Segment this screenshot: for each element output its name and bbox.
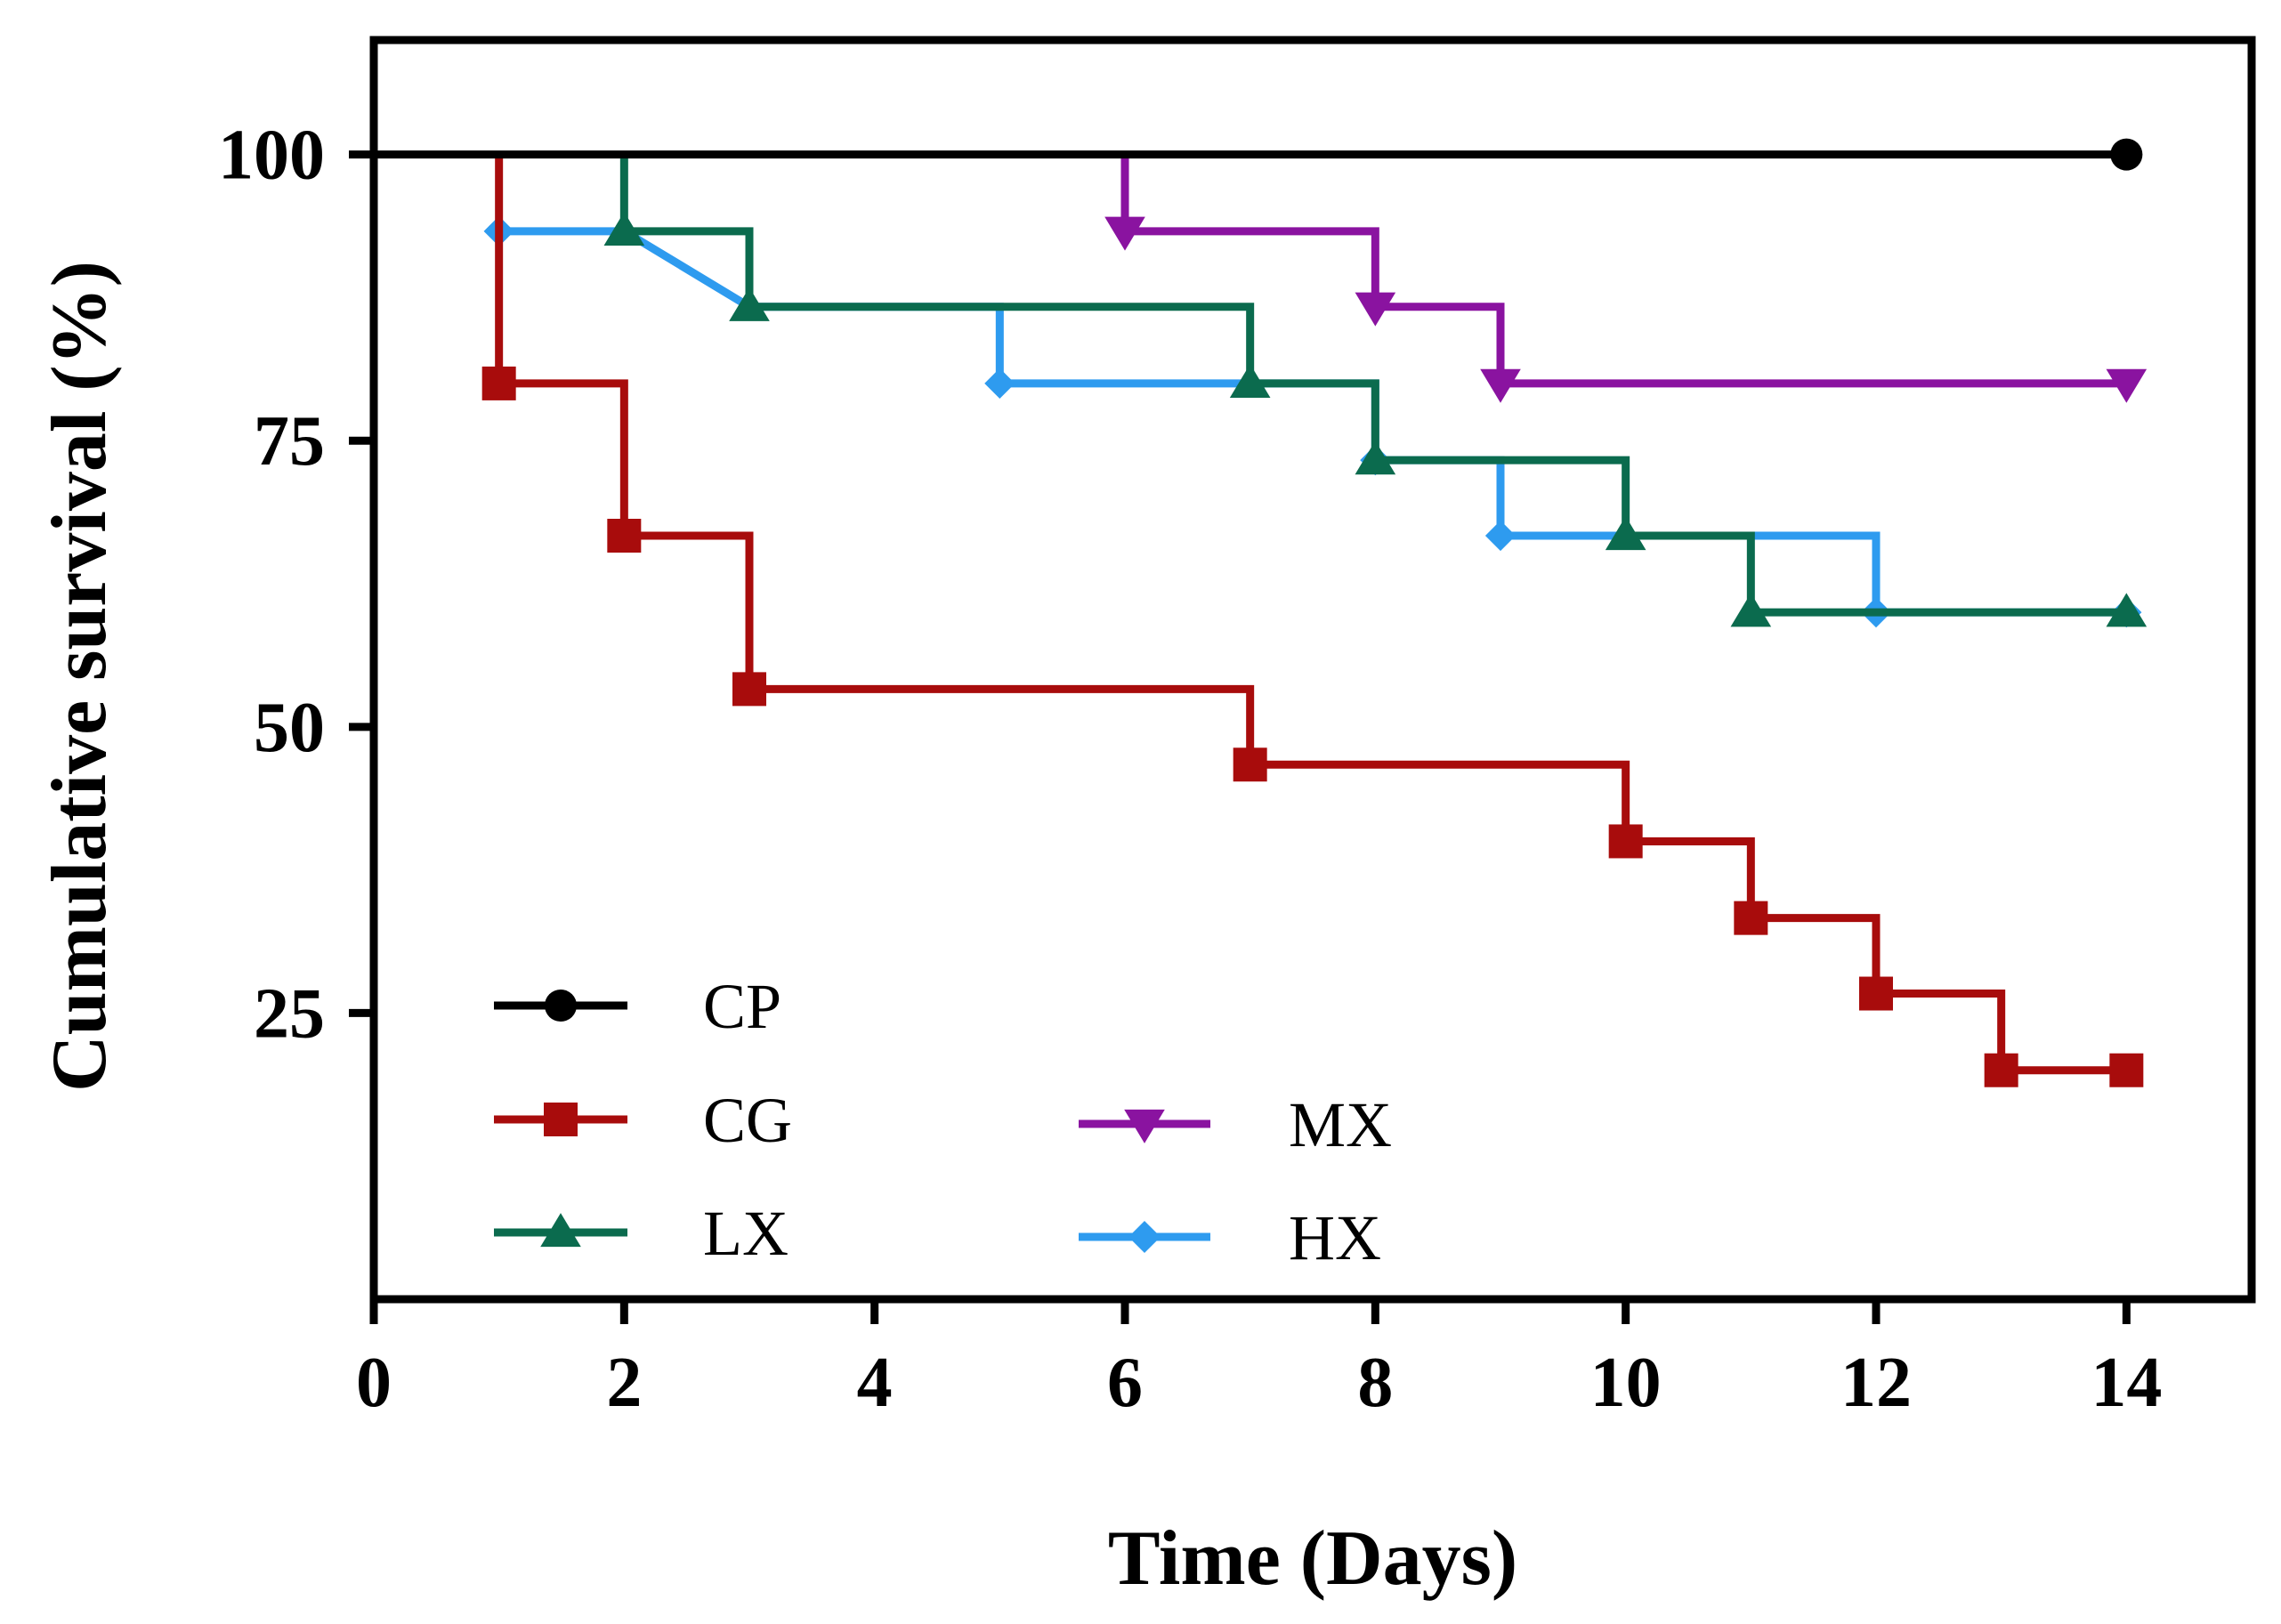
series-cg-point-5 — [1734, 901, 1768, 935]
legend-item-hx: HX — [1079, 1202, 1381, 1273]
legend: CP CG LX MX HX — [494, 971, 1392, 1273]
series-cg-line — [495, 154, 2127, 1075]
legend-marker-hx — [1128, 1220, 1161, 1254]
series-mx — [1104, 154, 2148, 403]
series-cg-point-4 — [1608, 824, 1643, 859]
legend-label-cp: CP — [703, 971, 781, 1042]
x-axis-title: Time (Days) — [1108, 1515, 1517, 1602]
y-tick-label-25: 25 — [254, 974, 325, 1053]
y-axis-title: Cumulative survival (%) — [36, 261, 123, 1092]
series-lx-point-2 — [1229, 364, 1271, 399]
x-tick-label-8: 8 — [1357, 1344, 1393, 1422]
x-tick-label-0: 0 — [356, 1344, 392, 1422]
axis-layer: 0 2 4 6 8 10 12 14 25 50 75 100 — [218, 117, 2162, 1422]
series-cg-point-8 — [2109, 1053, 2144, 1087]
series-cp-point-0 — [2110, 138, 2143, 171]
x-tick-label-12: 12 — [1840, 1344, 1912, 1422]
legend-marker-mx — [1124, 1109, 1165, 1143]
series-cg-point-6 — [1859, 976, 1893, 1011]
series-mx-point-0 — [1104, 216, 1145, 251]
legend-label-hx: HX — [1289, 1202, 1381, 1273]
series-cg — [481, 154, 2144, 1087]
legend-marker-cp — [544, 989, 578, 1022]
series-lx-point-5 — [1730, 593, 1772, 627]
legend-item-mx: MX — [1079, 1089, 1392, 1160]
series-hx — [483, 215, 2142, 628]
series-lx-point-1 — [729, 287, 770, 321]
y-tick-label-50: 50 — [254, 689, 325, 767]
plot-frame — [369, 36, 2256, 1304]
series-mx-line — [1120, 154, 2127, 388]
y-tick-label-100: 100 — [218, 117, 325, 195]
legend-marker-cg — [544, 1103, 578, 1136]
legend-label-cg: CG — [703, 1085, 792, 1156]
x-tick-label-10: 10 — [1590, 1344, 1662, 1422]
series-cg-point-7 — [1984, 1053, 2018, 1087]
series-mx-point-3 — [2106, 368, 2148, 403]
legend-item-cg: CG — [494, 1085, 792, 1156]
series-hx-point-3 — [1484, 520, 1517, 552]
legend-item-cp: CP — [494, 971, 781, 1042]
series-layer — [374, 138, 2148, 1087]
legend-label-lx: LX — [703, 1198, 789, 1269]
series-cg-point-3 — [1233, 747, 1267, 782]
series-lx-point-6 — [2106, 593, 2148, 627]
series-lx — [603, 154, 2148, 627]
legend-marker-lx — [540, 1213, 581, 1248]
series-hx-point-1 — [984, 368, 1015, 400]
x-tick-label-4: 4 — [857, 1344, 893, 1422]
series-lx-line — [619, 154, 2127, 617]
legend-item-lx: LX — [494, 1198, 789, 1269]
series-cg-point-0 — [481, 366, 516, 400]
x-tick-label-2: 2 — [606, 1344, 642, 1422]
series-mx-point-1 — [1355, 292, 1396, 327]
series-mx-point-2 — [1480, 368, 1521, 403]
series-cp — [374, 138, 2143, 171]
x-tick-label-14: 14 — [2091, 1344, 2162, 1422]
series-lx-point-0 — [603, 211, 645, 246]
legend-label-mx: MX — [1289, 1089, 1392, 1160]
x-tick-label-6: 6 — [1107, 1344, 1143, 1422]
series-hx-line — [498, 227, 2127, 617]
y-tick-label-75: 75 — [254, 402, 325, 481]
series-cg-point-2 — [732, 672, 766, 707]
series-lx-point-3 — [1355, 440, 1396, 475]
series-cg-point-1 — [607, 518, 642, 553]
series-lx-point-4 — [1605, 516, 1646, 551]
